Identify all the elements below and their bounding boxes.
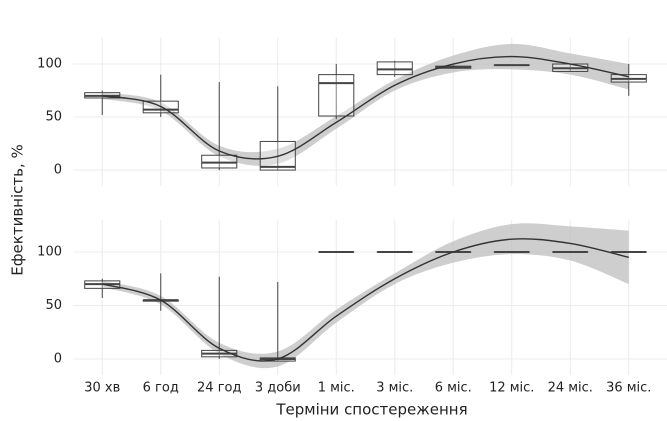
- x-tick-label: 3 міс.: [376, 381, 413, 396]
- smooth-line: [102, 55, 629, 160]
- x-tick-label: 24 год: [197, 381, 241, 396]
- y-tick-label: 50: [45, 110, 62, 125]
- x-tick-label: 12 міс.: [489, 381, 534, 396]
- box: [318, 74, 355, 117]
- x-tick-label: 3 доби: [255, 381, 301, 396]
- x-axis-label: Терміни спостереження: [275, 401, 467, 419]
- y-tick-label: 0: [54, 351, 62, 366]
- x-tick-label: 1 міс.: [318, 381, 355, 396]
- y-tick-label: 100: [37, 57, 62, 72]
- box: [201, 154, 238, 169]
- box: [376, 61, 413, 76]
- confidence-band: [102, 223, 629, 369]
- x-tick-label: 6 год: [143, 381, 179, 396]
- smooth-line: [102, 238, 629, 362]
- x-tick-label: 24 міс.: [548, 381, 593, 396]
- y-tick-label: 0: [54, 163, 62, 178]
- x-tick-label: 6 міс.: [435, 381, 472, 396]
- confidence-band: [102, 43, 629, 166]
- y-tick-label: 100: [37, 244, 62, 259]
- x-tick-label: 36 міс.: [606, 381, 651, 396]
- x-tick-label: 30 хв: [84, 381, 120, 396]
- y-tick-label: 50: [45, 298, 62, 313]
- y-axis-label: Ефективність, %: [9, 144, 27, 276]
